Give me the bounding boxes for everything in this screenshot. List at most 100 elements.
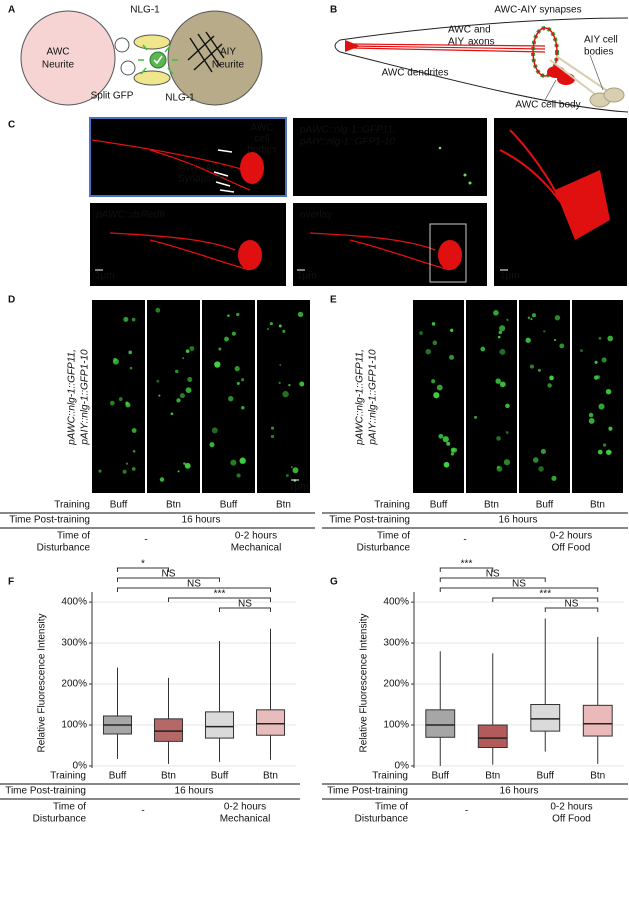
label: Training bbox=[50, 771, 86, 782]
puncta bbox=[279, 364, 282, 367]
dendrite-tip bbox=[345, 40, 360, 52]
neuron-trace bbox=[309, 232, 451, 271]
micrograph bbox=[519, 300, 570, 493]
label: Disturbance bbox=[357, 543, 411, 554]
label: - bbox=[463, 535, 466, 546]
significance-label: NS bbox=[565, 599, 579, 610]
significance-bracket bbox=[219, 607, 271, 612]
label: Time of bbox=[377, 531, 410, 542]
label: AWC-AIY bbox=[179, 163, 222, 174]
puncta bbox=[170, 412, 174, 416]
puncta bbox=[608, 450, 612, 454]
label: AWC dendrites bbox=[382, 68, 449, 79]
puncta bbox=[496, 436, 501, 441]
label: Time of bbox=[53, 802, 86, 813]
label: 16 hours bbox=[175, 786, 214, 797]
puncta bbox=[224, 336, 229, 342]
vesicle bbox=[114, 37, 130, 53]
label: 0-2 hours bbox=[235, 531, 277, 542]
puncta bbox=[98, 469, 102, 473]
puncta bbox=[183, 462, 186, 465]
puncta bbox=[118, 397, 123, 401]
label: and bbox=[474, 25, 491, 36]
label: Off Food bbox=[552, 543, 591, 554]
label: Off Food bbox=[552, 814, 591, 825]
label: 1μm bbox=[297, 271, 317, 282]
label: Buff bbox=[110, 500, 128, 511]
label: AIY cell bbox=[584, 35, 618, 46]
glow bbox=[138, 44, 178, 75]
puncta bbox=[598, 336, 602, 340]
label: 16 hours bbox=[182, 515, 221, 526]
significance-bracket bbox=[439, 587, 599, 592]
label: - bbox=[141, 806, 144, 817]
puncta bbox=[527, 316, 531, 319]
label: axons bbox=[468, 37, 495, 48]
dendrites bbox=[351, 43, 546, 53]
puncta bbox=[155, 307, 161, 313]
label: AWC bbox=[448, 25, 471, 36]
puncta bbox=[498, 330, 503, 335]
label: pAIY::nlg-1::GFP1-10 bbox=[80, 349, 91, 446]
label: 0-2 hours bbox=[550, 802, 592, 813]
box bbox=[477, 724, 508, 749]
significance-bracket bbox=[117, 567, 169, 572]
puncta bbox=[432, 340, 438, 346]
puncta bbox=[187, 376, 193, 382]
puncta bbox=[436, 384, 443, 391]
box bbox=[255, 709, 286, 736]
puncta bbox=[588, 412, 594, 418]
hatch bbox=[187, 31, 225, 73]
puncta bbox=[288, 383, 291, 387]
y-tick-label: 100% bbox=[383, 720, 409, 731]
label: Buff bbox=[536, 771, 554, 782]
puncta bbox=[185, 387, 192, 394]
box bbox=[582, 704, 613, 737]
puncta bbox=[282, 390, 289, 398]
axon-ring bbox=[532, 27, 558, 77]
puncta bbox=[131, 467, 136, 471]
puncta bbox=[132, 450, 136, 453]
puncta bbox=[239, 457, 246, 464]
box bbox=[153, 718, 184, 742]
split-gfp bbox=[149, 51, 167, 69]
puncta bbox=[159, 477, 165, 482]
micrograph bbox=[92, 300, 145, 493]
puncta bbox=[601, 357, 607, 363]
label: 0-2 hours bbox=[550, 531, 592, 542]
puncta bbox=[538, 466, 544, 472]
puncta bbox=[559, 343, 565, 349]
puncta bbox=[608, 426, 613, 431]
box bbox=[425, 709, 456, 738]
puncta bbox=[285, 474, 289, 477]
puncta bbox=[297, 311, 304, 318]
puncta bbox=[499, 325, 506, 332]
pointer bbox=[544, 79, 557, 101]
cell-body-image bbox=[555, 170, 610, 240]
y-tick-label: 0% bbox=[395, 761, 410, 772]
label: Buff bbox=[109, 771, 127, 782]
puncta bbox=[125, 462, 129, 465]
puncta bbox=[189, 346, 195, 351]
label: pAIY::nlg-1::GFP1-10 bbox=[299, 137, 396, 148]
panel-letter: E bbox=[330, 295, 337, 306]
significance-label: *** bbox=[539, 589, 551, 600]
puncta bbox=[176, 398, 181, 403]
arrows bbox=[213, 149, 235, 193]
puncta bbox=[505, 403, 510, 409]
puncta bbox=[553, 338, 557, 342]
puncta bbox=[236, 312, 240, 317]
worm-outline bbox=[334, 17, 629, 113]
puncta bbox=[598, 403, 605, 410]
label: AWC bbox=[251, 123, 274, 134]
label: AIY bbox=[220, 47, 236, 58]
label: Btn bbox=[590, 771, 605, 782]
puncta bbox=[499, 348, 506, 355]
puncta bbox=[185, 349, 190, 353]
label: pAWC::dsRedII bbox=[95, 210, 165, 221]
puncta bbox=[209, 442, 215, 448]
label: AWC bbox=[47, 47, 70, 58]
puncta bbox=[450, 447, 456, 453]
cell-body bbox=[557, 73, 575, 85]
puncta bbox=[596, 375, 601, 380]
